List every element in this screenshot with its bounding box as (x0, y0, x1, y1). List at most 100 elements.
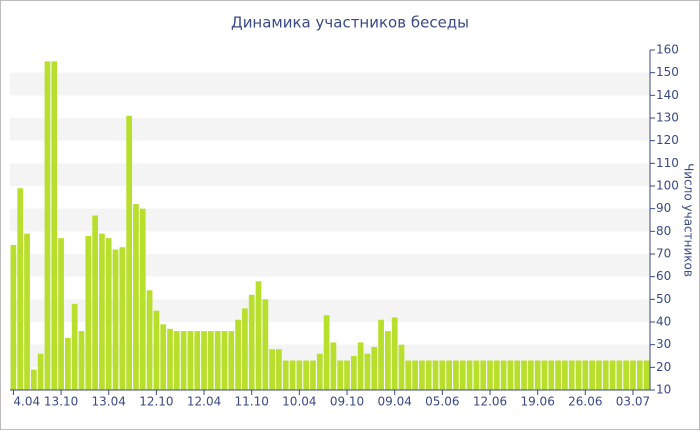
y-tick-label: 140 (656, 88, 679, 102)
bar (439, 360, 446, 390)
bar (160, 324, 167, 390)
y-tick-label: 130 (656, 111, 679, 125)
bar (371, 346, 378, 390)
bar (630, 360, 636, 390)
bar (521, 360, 527, 390)
y-tick-label: 40 (656, 315, 671, 329)
bar (221, 331, 228, 390)
bar (541, 360, 548, 390)
y-tick-label: 160 (656, 43, 679, 57)
bar (112, 249, 119, 390)
bar (180, 331, 187, 390)
bar (562, 360, 568, 390)
bar (405, 360, 412, 390)
grid-band (10, 72, 650, 96)
bar (303, 360, 310, 390)
bar (398, 344, 405, 390)
x-tick-label: 12.04 (187, 395, 221, 409)
bar (276, 349, 282, 390)
x-tick-label: 19.06 (520, 395, 554, 409)
bar (412, 360, 418, 390)
bar (337, 360, 344, 390)
y-tick-label: 80 (656, 224, 671, 238)
bar (643, 360, 650, 390)
grid-band (10, 254, 650, 277)
bar (589, 360, 595, 390)
bar (623, 360, 630, 390)
bar (609, 360, 616, 390)
y-tick-label: 50 (656, 292, 671, 306)
y-tick-label: 110 (656, 156, 679, 170)
bar (119, 247, 126, 390)
bar (555, 360, 561, 390)
bar (350, 356, 357, 390)
grid-band (10, 118, 650, 141)
bar (262, 299, 269, 390)
y-axis-label: Число участников (682, 163, 696, 277)
bar (235, 319, 241, 390)
bar (207, 331, 214, 390)
bar (139, 208, 146, 390)
bar (385, 331, 391, 390)
bar (296, 360, 303, 390)
bar (51, 61, 58, 390)
bar (357, 342, 364, 390)
bar (187, 331, 194, 390)
bar (548, 360, 555, 390)
bar (344, 360, 350, 390)
bar (153, 310, 160, 390)
bar (582, 360, 589, 390)
y-tick-label: 30 (656, 337, 671, 351)
x-tick-label: 03.07 (616, 395, 650, 409)
bar (255, 281, 262, 390)
bar (480, 360, 487, 390)
x-tick-label: 4.04 (13, 395, 40, 409)
x-tick-label: 12.06 (473, 395, 507, 409)
y-tick-label: 150 (656, 65, 679, 79)
bar (30, 369, 37, 390)
grid-band (10, 163, 650, 186)
bar (453, 360, 459, 390)
bar (378, 319, 384, 390)
y-tick-label: 60 (656, 269, 671, 283)
x-tick-label: 13.10 (44, 395, 78, 409)
bar (24, 233, 30, 390)
bar (473, 360, 480, 390)
bar (487, 360, 493, 390)
bar (10, 244, 17, 390)
bar (493, 360, 500, 390)
x-tick-label: 11.10 (235, 395, 269, 409)
bar (201, 331, 207, 390)
bar (282, 360, 289, 390)
x-tick-label: 09.04 (378, 395, 412, 409)
bar (214, 331, 221, 390)
bar (636, 360, 643, 390)
bar (289, 360, 296, 390)
bar (419, 360, 425, 390)
bar (310, 360, 316, 390)
bar (514, 360, 521, 390)
bar (323, 315, 330, 390)
bar (194, 331, 201, 390)
bar (364, 353, 371, 390)
y-tick-label: 100 (656, 179, 679, 193)
x-tick-label: 09.10 (330, 395, 364, 409)
bar (330, 342, 337, 390)
bar (391, 317, 398, 390)
bar (248, 294, 255, 390)
bar (616, 360, 623, 390)
bar (432, 360, 439, 390)
bar (534, 360, 541, 390)
bar (65, 337, 71, 390)
bar (173, 331, 180, 390)
bar (269, 349, 275, 390)
bar (71, 303, 78, 390)
y-tick-label: 70 (656, 247, 671, 261)
bar (37, 353, 44, 390)
bar (466, 360, 473, 390)
bar (105, 238, 112, 390)
bar (126, 115, 133, 390)
y-tick-label: 90 (656, 201, 671, 215)
grid-band (10, 208, 650, 232)
